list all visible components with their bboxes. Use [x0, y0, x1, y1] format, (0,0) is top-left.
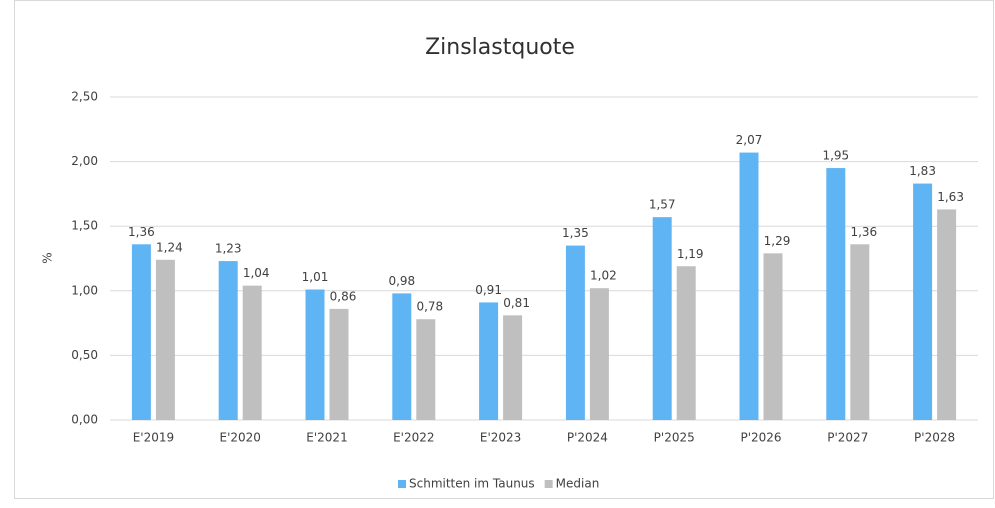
data-label: 0,91	[475, 283, 502, 297]
y-tick-label: 0,00	[71, 413, 98, 427]
data-label: 1,04	[243, 266, 270, 280]
x-tick-label: P'2026	[740, 431, 781, 445]
y-tick-label: 1,00	[71, 283, 98, 297]
bar	[937, 209, 957, 420]
data-label: 1,19	[677, 247, 704, 261]
data-label: 1,36	[128, 225, 155, 239]
bar	[305, 289, 325, 420]
bar	[913, 183, 933, 420]
y-tick-label: 1,50	[71, 219, 98, 233]
bar	[329, 308, 349, 420]
bar	[676, 266, 696, 420]
data-label: 1,23	[215, 242, 242, 256]
x-tick-label: E'2019	[133, 431, 174, 445]
bar	[826, 168, 846, 420]
x-tick-label: P'2024	[567, 431, 608, 445]
y-tick-label: 0,50	[71, 348, 98, 362]
legend-swatch	[544, 480, 553, 488]
data-label: 1,24	[156, 240, 183, 254]
bar	[416, 319, 436, 420]
data-label: 1,95	[822, 149, 849, 163]
data-label: 1,57	[649, 198, 676, 212]
bar	[392, 293, 412, 420]
data-label: 1,29	[764, 234, 791, 248]
bar	[850, 244, 870, 420]
chart-title: Zinslastquote	[425, 35, 575, 60]
x-tick-label: E'2021	[306, 431, 347, 445]
data-label: 1,36	[850, 225, 877, 239]
y-tick-label: 2,50	[71, 90, 98, 104]
bar	[479, 302, 499, 420]
bar	[155, 259, 175, 420]
data-label: 1,83	[909, 164, 936, 178]
data-label: 2,07	[736, 133, 763, 147]
data-label: 1,02	[590, 269, 617, 283]
bar	[739, 152, 759, 420]
data-label: 0,86	[330, 289, 357, 303]
bar	[242, 285, 262, 420]
data-label: 0,98	[388, 274, 415, 288]
data-label: 0,78	[416, 300, 443, 314]
data-label: 1,01	[302, 270, 329, 284]
x-tick-label: E'2023	[480, 431, 521, 445]
legend-label: Median	[556, 477, 600, 491]
bar	[565, 245, 585, 420]
x-tick-label: P'2027	[827, 431, 868, 445]
y-axis-label: %	[41, 252, 55, 263]
data-label: 1,35	[562, 226, 589, 240]
x-tick-label: E'2022	[393, 431, 434, 445]
bar	[218, 261, 238, 420]
bar	[503, 315, 523, 420]
bar	[652, 217, 672, 420]
legend-swatch	[398, 480, 406, 488]
data-label: 0,81	[503, 296, 530, 310]
bar	[131, 244, 151, 420]
x-tick-label: E'2020	[219, 431, 260, 445]
legend-label: Schmitten im Taunus	[409, 477, 535, 491]
data-label: 1,63	[937, 190, 964, 204]
y-tick-label: 2,00	[71, 154, 98, 168]
x-tick-label: P'2025	[654, 431, 695, 445]
x-tick-label: P'2028	[914, 431, 955, 445]
bar	[589, 288, 609, 420]
bar	[763, 253, 783, 420]
